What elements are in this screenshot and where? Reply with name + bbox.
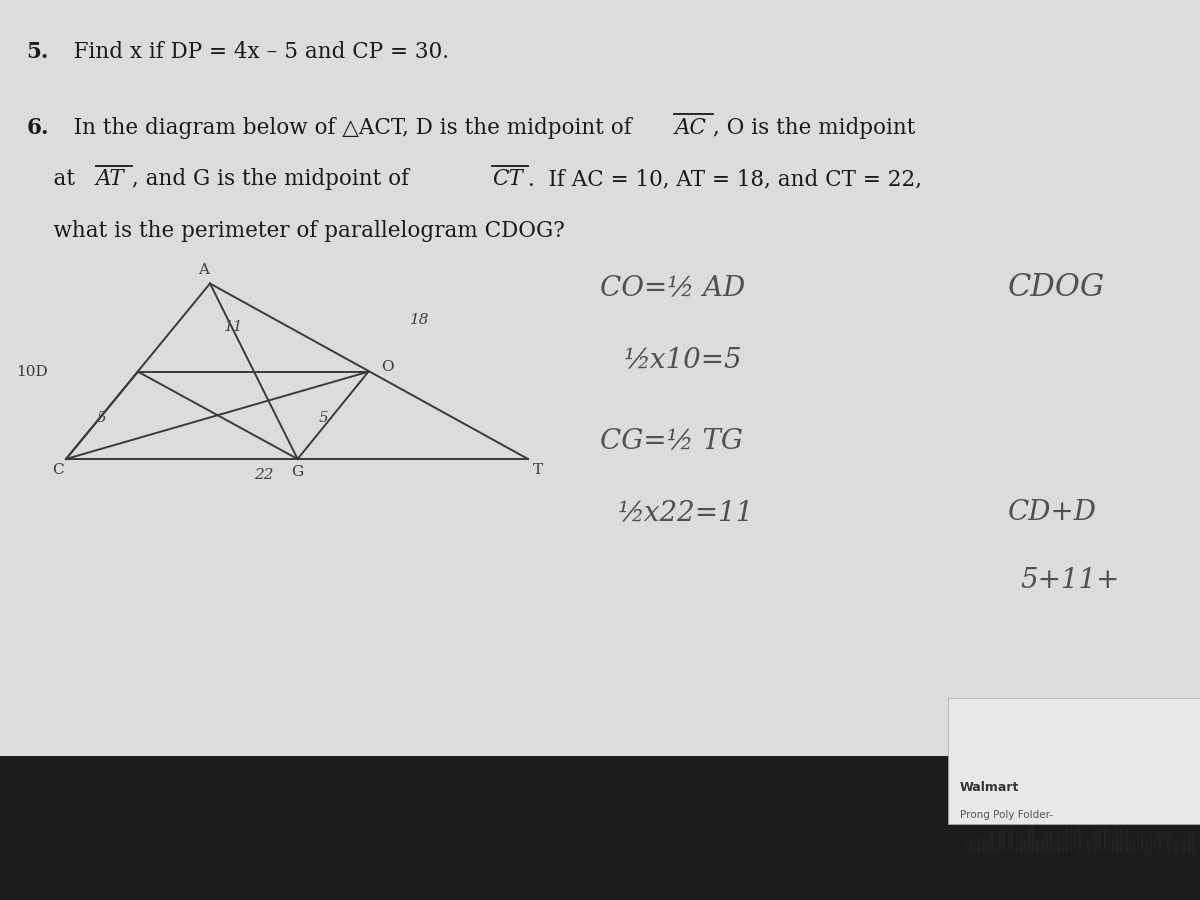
Text: T: T [533,463,542,477]
Text: 5: 5 [319,411,329,426]
Text: CT: CT [492,168,523,190]
Text: A: A [198,263,210,277]
Text: ½x10=5: ½x10=5 [624,346,743,374]
Text: what is the perimeter of parallelogram CDOG?: what is the perimeter of parallelogram C… [26,220,565,241]
Text: CDOG: CDOG [1008,273,1105,303]
Text: , O is the midpoint: , O is the midpoint [713,117,916,139]
Text: Walmart: Walmart [960,781,1019,794]
Text: In the diagram below of △ACT, D is the midpoint of: In the diagram below of △ACT, D is the m… [60,117,638,139]
Text: AC: AC [674,117,707,139]
Text: Prong Poly Folder-: Prong Poly Folder- [960,809,1054,820]
Text: AT: AT [96,168,125,190]
FancyBboxPatch shape [948,698,1200,824]
Text: .  If AC = 10, AT = 18, and CT = 22,: . If AC = 10, AT = 18, and CT = 22, [528,168,922,190]
Text: at: at [26,168,83,190]
Text: 5+11+: 5+11+ [1020,567,1120,594]
Text: CD+D: CD+D [1008,500,1097,526]
FancyBboxPatch shape [0,756,1200,900]
Text: CO=½ AD: CO=½ AD [600,274,745,302]
Text: C: C [52,463,64,477]
Text: O: O [382,360,395,374]
Text: 6.: 6. [26,117,49,139]
Text: ½x22=11: ½x22=11 [618,500,755,526]
Text: 11: 11 [224,320,244,334]
Text: 5.: 5. [26,40,49,62]
Text: G: G [292,465,304,480]
Text: 22: 22 [254,468,274,482]
Text: Find x if DP = 4x – 5 and CP = 30.: Find x if DP = 4x – 5 and CP = 30. [60,40,449,62]
Text: CG=½ TG: CG=½ TG [600,428,743,454]
Text: 18: 18 [410,312,430,327]
Text: 5: 5 [97,411,107,426]
FancyBboxPatch shape [0,0,1200,756]
Text: , and G is the midpoint of: , and G is the midpoint of [132,168,416,190]
Text: 10D: 10D [17,364,48,379]
